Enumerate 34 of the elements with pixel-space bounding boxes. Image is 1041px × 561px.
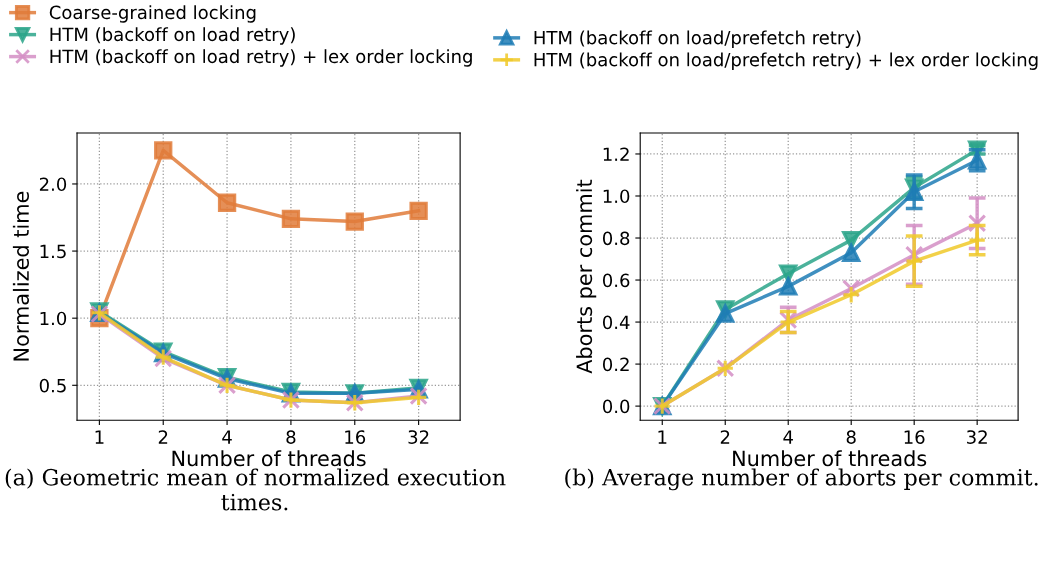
- y-tick-label: 1.2: [603, 147, 629, 161]
- x-tick-label: 16: [345, 430, 366, 444]
- x-tick-label: 4: [222, 430, 232, 444]
- x-tick-label: 1: [95, 430, 104, 444]
- x-tick-label: 4: [783, 430, 793, 444]
- x-tick-label: 2: [158, 430, 168, 444]
- x-tick-label: 8: [286, 430, 296, 444]
- x-tick-label: 32: [408, 430, 429, 444]
- legend-label: HTM (backoff on load/prefetch retry): [534, 30, 861, 48]
- y-tick-label: 0.2: [602, 357, 629, 372]
- text: (a) Geometric mean of normalized execution times.: [5, 468, 506, 511]
- y-tick-label: 0.0: [602, 399, 630, 414]
- x-tick-label: 2: [720, 430, 730, 444]
- y-tick-label: 1.0: [603, 189, 630, 204]
- legend-label: HTM (backoff on load/prefetch retry) + lex order locking: [534, 52, 1038, 70]
- legend-label: HTM (backoff on load retry) + lex order locking: [50, 49, 472, 67]
- y-tick-label: 1.5: [40, 244, 66, 259]
- x-tick-label: 32: [967, 430, 987, 444]
- x-tick-label: 16: [904, 430, 925, 444]
- y-axis-title: Aborts per commit: [576, 179, 597, 374]
- x-tick-label: 1: [658, 430, 667, 444]
- x-axis-title: Number of threads: [733, 450, 927, 467]
- legend-label: Coarse-grained locking: [49, 5, 256, 23]
- x-axis-title: Number of threads: [172, 450, 366, 467]
- y-axis-title: Normalized time: [12, 191, 30, 361]
- y-tick-label: 0.5: [39, 378, 66, 393]
- y-tick-label: 0.6: [602, 273, 630, 288]
- y-tick-label: 0.8: [602, 231, 630, 246]
- y-tick-label: 1.0: [40, 311, 67, 326]
- x-tick-label: 8: [846, 430, 856, 444]
- legend-label: HTM (backoff on load retry): [50, 27, 295, 45]
- y-tick-label: 0.4: [602, 315, 630, 330]
- text: (b) Average number of aborts per commit.: [565, 468, 1038, 491]
- y-tick-label: 2.0: [39, 177, 67, 192]
